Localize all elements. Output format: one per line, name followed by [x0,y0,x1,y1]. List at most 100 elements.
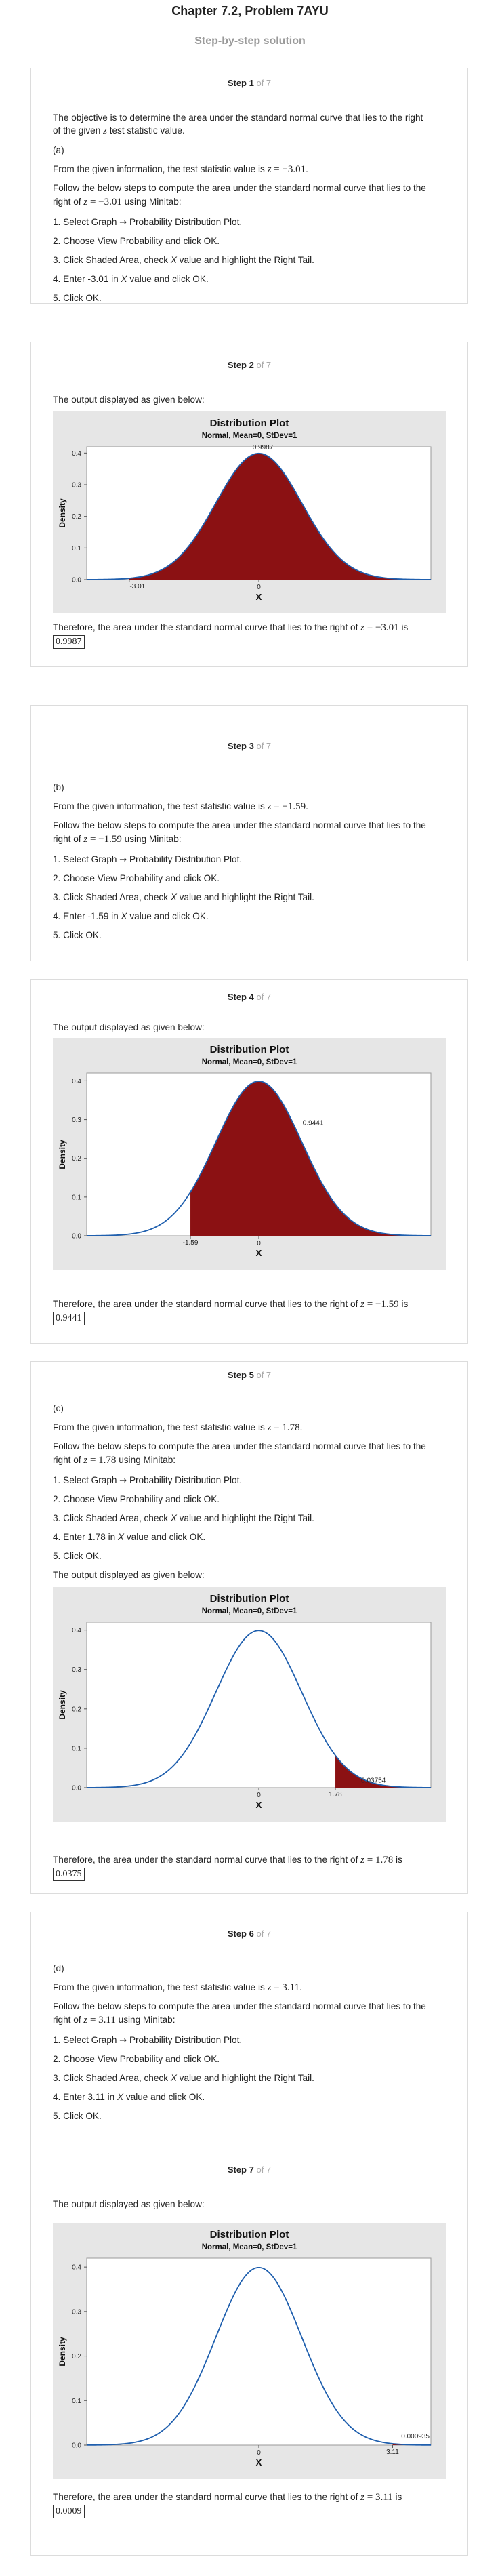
distribution-plot: Distribution Plot Normal, Mean=0, StDev=1… [53,1038,446,1270]
chart-title: Distribution Plot [210,418,289,429]
area-value-label: 0.9987 [253,444,274,451]
objective-text: The objective is to determine the area u… [53,113,423,123]
density-curve [86,1081,432,1236]
y-axis-label: Density [58,498,67,528]
x-tick-label-center: 0 [257,1792,261,1799]
y-axis-label: Density [58,2337,67,2367]
instruction-5: 5. Click OK. [53,293,102,303]
y-tick-label: 0.4 [72,1078,81,1085]
step-card-2: Step 2 of 7 The output displayed as give… [30,342,468,667]
y-tick-label: 0.0 [72,1233,81,1241]
density-curve [86,1630,432,1788]
x-tick-label-center: 0 [257,584,261,591]
y-tick-label: 0.2 [72,2353,81,2360]
therefore-text: Therefore, the area under the standard n… [53,622,409,633]
chart-title: Distribution Plot [210,1044,289,1055]
objective-text-2: of the given z test statistic value. [53,125,185,136]
output-text: The output displayed as given below: [53,1570,205,1580]
y-tick-label: 0.1 [72,1194,81,1201]
follow-text-2: right of z = −1.59 using Minitab: [53,834,182,845]
follow-text: Follow the below steps to compute the ar… [53,183,426,193]
instruction-3: 3. Click Shaded Area, check X value and … [53,2073,314,2083]
page-subtitle: Step-by-step solution [194,35,306,47]
instruction-2: 2. Choose View Probability and click OK. [53,1494,220,1504]
instruction-4: 4. Enter -1.59 in X value and click OK. [53,911,209,921]
density-curve [86,2266,432,2446]
step-label: Step 2 of 7 [227,360,272,370]
part-label: (a) [53,145,64,155]
y-tick-label: 0.2 [72,513,81,521]
therefore-text: Therefore, the area under the standard n… [53,1299,409,1310]
answer-box: 0.0009 [53,2505,85,2518]
x-tick-label-cutoff: 1.78 [329,1791,342,1798]
instruction-3: 3. Click Shaded Area, check X value and … [53,1513,314,1523]
step-card-1: Step 1 of 7 The objective is to determin… [30,68,468,304]
plot-area [86,2257,432,2446]
area-value-label: 0.9441 [303,1119,324,1127]
y-tick-label: 0.3 [72,2308,81,2316]
step-card-4: Step 4 of 7 The output displayed as give… [30,979,468,1344]
follow-text: Follow the below steps to compute the ar… [53,1441,426,1451]
step-label: Step 3 of 7 [227,741,272,751]
instruction-5: 5. Click OK. [53,930,102,940]
therefore-text: Therefore, the area under the standard n… [53,1855,402,1866]
y-tick-label: 0.1 [72,1745,81,1752]
y-tick-label: 0.4 [72,2264,81,2272]
step-label: Step 5 of 7 [227,1370,272,1380]
answer-box: 0.0375 [53,1868,85,1881]
chart-subtitle: Normal, Mean=0, StDev=1 [202,2243,297,2251]
output-text: The output displayed as given below: [53,2199,205,2209]
therefore-text: Therefore, the area under the standard n… [53,2492,402,2503]
part-label: (c) [53,1403,64,1413]
instruction-4: 4. Enter 1.78 in X value and click OK. [53,1532,206,1542]
chart-title: Distribution Plot [210,1593,289,1605]
step-label: Step 7 of 7 [227,2165,272,2175]
y-tick-label: 0.3 [72,482,81,489]
y-tick-label: 0.4 [72,450,81,458]
x-tick-label-center: 0 [257,1240,261,1247]
answer-box: 0.9441 [53,1312,85,1325]
chart-title: Distribution Plot [210,2229,289,2240]
instruction-1: 1. Select Graph → Probability Distributi… [53,217,243,228]
given-text: From the given information, the test sta… [53,801,308,812]
shaded-area [335,1755,431,1788]
x-axis-label: X [256,2457,262,2468]
answer-box: 0.9987 [53,635,85,649]
instruction-1: 1. Select Graph → Probability Distributi… [53,1475,243,1486]
instruction-3: 3. Click Shaded Area, check X value and … [53,255,314,265]
x-tick-label-center: 0 [257,2449,261,2457]
part-label: (b) [53,782,64,792]
instruction-2: 2. Choose View Probability and click OK. [53,236,220,246]
step-label: Step 1 of 7 [227,78,272,88]
follow-text: Follow the below steps to compute the ar… [53,2001,426,2011]
x-tick-label-cutoff: 3.11 [386,2449,399,2456]
instruction-4: 4. Enter -3.01 in X value and click OK. [53,274,209,284]
x-tick-label-cutoff: -1.59 [183,1239,199,1247]
instruction-3: 3. Click Shaded Area, check X value and … [53,892,314,902]
instruction-5: 5. Click OK. [53,2111,102,2121]
y-axis-label: Density [58,1140,67,1169]
chart-subtitle: Normal, Mean=0, StDev=1 [202,1058,297,1066]
given-text: From the given information, the test sta… [53,1982,302,1993]
y-tick-label: 0.3 [72,1666,81,1674]
y-tick-label: 0.0 [72,2442,81,2450]
instruction-5: 5. Click OK. [53,1551,102,1561]
step-card-5: Step 5 of 7 (c) From the given informati… [30,1361,468,1894]
follow-text-2: right of z = 3.11 using Minitab: [53,2015,175,2026]
step-card-6: Step 6 of 7 (d) From the given informati… [30,1912,468,2171]
y-tick-label: 0.1 [72,545,81,552]
shaded-area [129,453,431,580]
follow-text-2: right of z = −3.01 using Minitab: [53,197,182,207]
area-value-label: 0.03754 [361,1777,386,1784]
instruction-2: 2. Choose View Probability and click OK. [53,2054,220,2064]
follow-text: Follow the below steps to compute the ar… [53,820,426,830]
y-tick-label: 0.0 [72,1785,81,1792]
chart-subtitle: Normal, Mean=0, StDev=1 [202,432,297,440]
given-text: From the given information, the test sta… [53,1422,303,1433]
given-text: From the given information, the test sta… [53,164,308,175]
y-tick-label: 0.2 [72,1706,81,1713]
chart-subtitle: Normal, Mean=0, StDev=1 [202,1607,297,1615]
step-label: Step 6 of 7 [227,1929,272,1939]
output-text: The output displayed as given below: [53,395,205,405]
